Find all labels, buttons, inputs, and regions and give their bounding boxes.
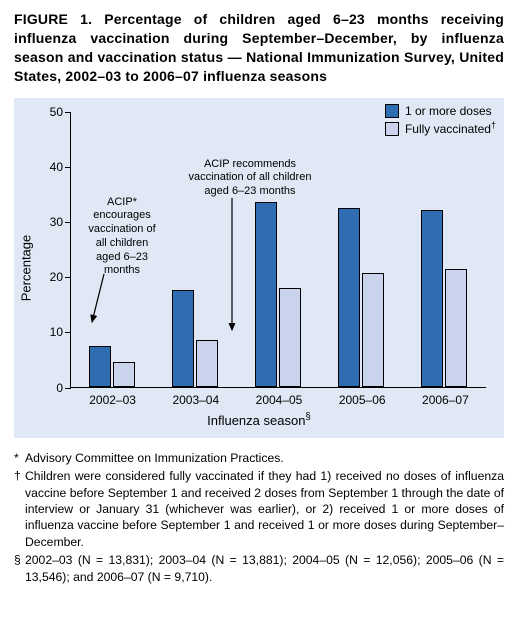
legend-label: Fully vaccinated† (405, 122, 496, 136)
figure-caption: FIGURE 1. Percentage of children aged 6–… (14, 10, 504, 86)
legend-swatch (385, 104, 399, 118)
legend-row: Fully vaccinated† (385, 122, 496, 136)
footnote: *Advisory Committee on Immunization Prac… (14, 450, 504, 466)
footnotes: *Advisory Committee on Immunization Prac… (14, 450, 504, 586)
x-axis-label-text: Influenza season (207, 413, 305, 428)
legend-label: 1 or more doses (405, 104, 492, 118)
figure-container: FIGURE 1. Percentage of children aged 6–… (0, 0, 518, 601)
footnote-marker: § (14, 552, 25, 585)
footnote: †Children were considered fully vaccinat… (14, 468, 504, 550)
footnote-text: Children were considered fully vaccinate… (25, 468, 504, 550)
footnote: §2002–03 (N = 13,831); 2003–04 (N = 13,8… (14, 552, 504, 585)
x-axis-label-sup: § (305, 411, 310, 422)
chart-panel: Percentage 2002–032003–042004–052005–062… (14, 98, 504, 438)
x-axis-label: Influenza season§ (14, 413, 504, 428)
footnote-marker: † (14, 468, 25, 550)
legend-row: 1 or more doses (385, 104, 496, 118)
footnote-marker: * (14, 450, 25, 466)
annotation-arrow (14, 98, 504, 438)
legend: 1 or more doses Fully vaccinated† (385, 104, 496, 140)
footnote-text: Advisory Committee on Immunization Pract… (25, 450, 504, 466)
footnote-text: 2002–03 (N = 13,831); 2003–04 (N = 13,88… (25, 552, 504, 585)
legend-swatch (385, 122, 399, 136)
